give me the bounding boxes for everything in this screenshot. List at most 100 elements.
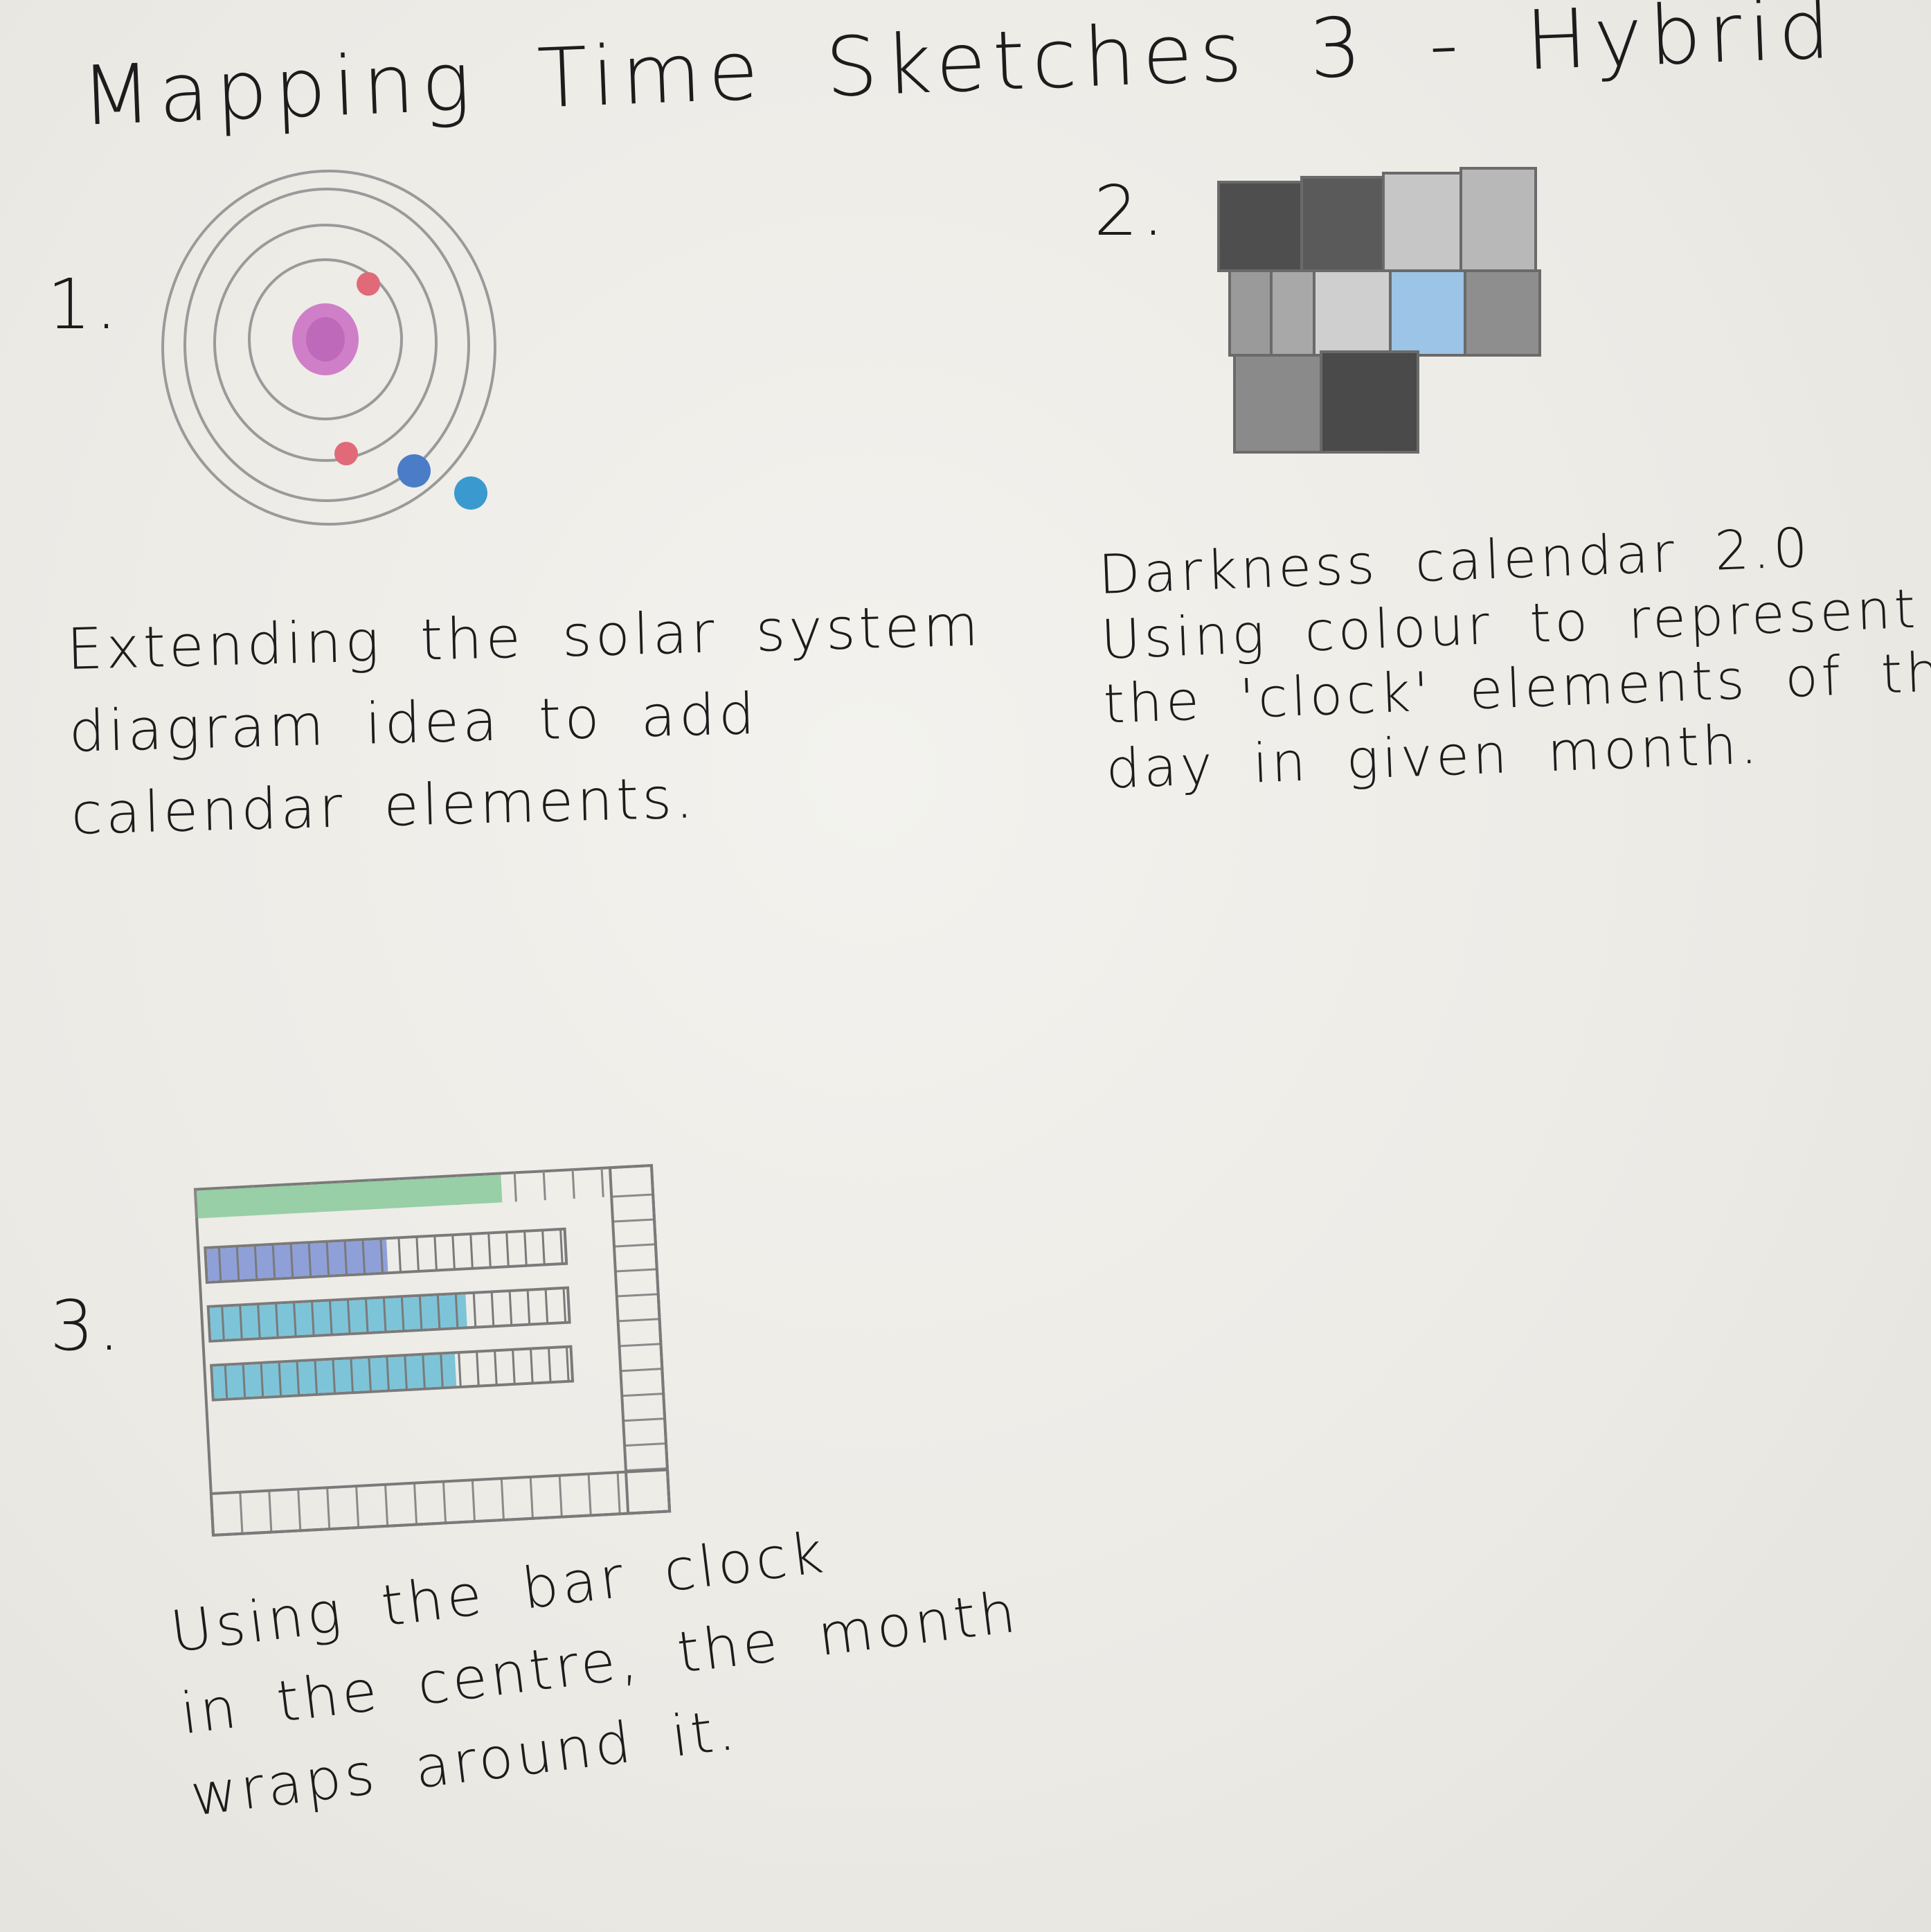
orbit-ring <box>183 188 470 502</box>
tick-mark <box>544 1289 549 1324</box>
tick-mark <box>239 1305 243 1340</box>
solar-system-sketch <box>161 170 496 526</box>
tick-mark <box>436 1294 441 1330</box>
sketch-2-number: 2. <box>1094 170 1169 251</box>
calendar-cell <box>1389 269 1466 357</box>
tick-mark <box>224 1364 228 1399</box>
tick-mark <box>494 1350 498 1386</box>
tick-mark <box>361 1239 366 1275</box>
tick-mark <box>472 1292 477 1327</box>
tick-mark <box>268 1490 273 1532</box>
tick-mark <box>328 1300 333 1335</box>
tick-mark <box>442 1481 447 1523</box>
planet-teal <box>454 476 487 510</box>
tick-mark <box>600 1168 604 1197</box>
tick-mark <box>500 1478 505 1521</box>
tick-mark <box>611 1193 654 1198</box>
calendar-cell <box>1313 269 1392 357</box>
tick-mark <box>343 1240 348 1276</box>
tick-mark <box>415 1236 420 1271</box>
tick-mark <box>346 1299 351 1334</box>
tick-mark <box>260 1362 264 1397</box>
tick-mark <box>433 1235 438 1271</box>
tick-mark <box>257 1304 261 1339</box>
tick-mark <box>490 1291 495 1327</box>
darkness-calendar-sketch <box>1217 167 1541 454</box>
bar-clock-sketch <box>193 1163 672 1537</box>
sketch-1-caption: Extending the solar system diagram idea … <box>66 585 987 856</box>
tick-mark <box>471 1480 476 1522</box>
tick-mark <box>559 1229 564 1264</box>
tick-mark <box>404 1355 408 1390</box>
tick-mark <box>616 1293 658 1298</box>
bottom-strip <box>209 1468 672 1537</box>
bar-row <box>210 1345 575 1402</box>
tick-mark <box>242 1363 246 1399</box>
planet-red <box>334 442 358 465</box>
tick-mark <box>458 1352 462 1388</box>
calendar-cell <box>1320 350 1419 454</box>
tick-mark <box>297 1489 302 1531</box>
tick-mark <box>587 1474 592 1516</box>
tick-mark <box>364 1298 369 1333</box>
tick-mark <box>624 1442 667 1447</box>
tick-mark <box>542 1171 546 1201</box>
tick-mark <box>253 1245 258 1280</box>
tick-mark <box>619 1343 661 1348</box>
bar-row <box>206 1286 571 1343</box>
tick-mark <box>512 1349 516 1384</box>
tick-mark <box>618 1318 660 1323</box>
teal-bar-fill <box>209 1294 467 1340</box>
tick-mark <box>289 1243 294 1278</box>
tick-mark <box>562 1287 567 1323</box>
tick-mark <box>332 1359 336 1394</box>
tick-mark <box>397 1237 402 1273</box>
tick-mark <box>440 1353 444 1388</box>
tick-mark <box>418 1295 423 1330</box>
tick-mark <box>541 1230 546 1265</box>
right-column <box>608 1163 672 1515</box>
tick-mark <box>386 1356 390 1391</box>
tick-mark <box>623 1417 665 1422</box>
tick-mark <box>325 1241 330 1276</box>
calendar-cell <box>1464 269 1541 357</box>
tick-mark <box>529 1476 534 1519</box>
tick-mark <box>382 1297 387 1332</box>
orbit-ring <box>161 170 496 526</box>
tick-mark <box>571 1169 575 1199</box>
tick-mark <box>271 1244 276 1279</box>
tick-mark <box>350 1358 354 1393</box>
indigo-bar-fill <box>206 1240 388 1281</box>
planet-blue <box>397 454 431 488</box>
tick-mark <box>548 1348 552 1383</box>
tick-mark <box>487 1233 492 1268</box>
tick-mark <box>505 1232 510 1267</box>
tick-mark <box>379 1238 384 1273</box>
calendar-cell <box>1233 354 1322 454</box>
tick-mark <box>314 1359 318 1395</box>
tick-mark <box>451 1235 456 1270</box>
orbit-ring <box>213 224 438 462</box>
tick-mark <box>368 1357 372 1392</box>
tick-mark <box>508 1290 513 1326</box>
tick-mark <box>558 1475 563 1517</box>
tick-mark <box>235 1246 240 1281</box>
tick-mark <box>616 1472 621 1514</box>
tick-mark <box>221 1305 225 1341</box>
tick-mark <box>615 1268 657 1273</box>
tick-mark <box>311 1300 315 1336</box>
month-frame <box>193 1163 672 1537</box>
tick-mark <box>613 1218 655 1223</box>
tick-mark <box>613 1243 656 1248</box>
tick-mark <box>326 1487 331 1530</box>
tick-mark <box>275 1303 279 1338</box>
calendar-cell <box>1270 269 1315 357</box>
tick-mark <box>307 1242 312 1278</box>
tick-mark <box>194 1189 198 1219</box>
green-bar-fill <box>196 1174 503 1219</box>
tick-mark <box>293 1302 297 1337</box>
sketch-1-number: 1. <box>47 264 122 345</box>
calendar-cell <box>1382 172 1462 272</box>
tick-mark <box>513 1172 517 1202</box>
tick-mark <box>523 1231 528 1266</box>
